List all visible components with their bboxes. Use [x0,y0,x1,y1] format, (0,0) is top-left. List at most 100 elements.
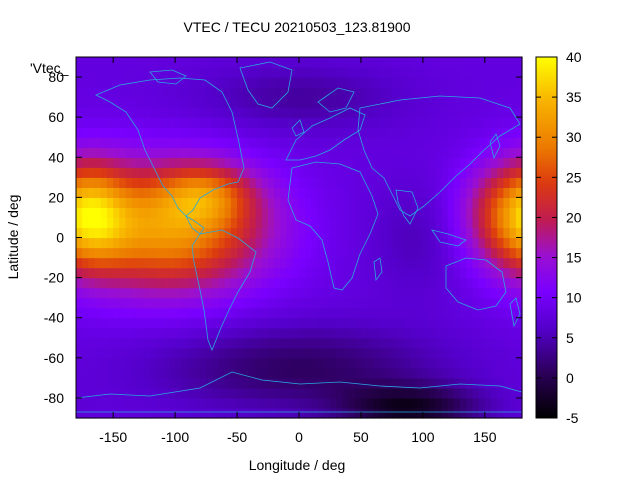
heatmap-cell [509,77,517,88]
heatmap-cell [100,117,108,128]
heatmap-cell [398,327,405,339]
heatmap-cell [131,287,139,299]
colorbar-tick-label: 5 [566,330,574,346]
heatmap-cell [472,77,480,88]
heatmap-cell [429,167,436,178]
heatmap-cell [354,167,362,178]
heatmap-cell [323,307,331,319]
heatmap-cell [113,87,120,98]
heatmap-cell [156,187,164,198]
heatmap-cell [391,77,399,88]
heatmap-cell [305,287,312,299]
heatmap-cell [144,217,151,229]
heatmap-cell [243,307,251,319]
heatmap-cell [503,117,511,128]
heatmap-cell [82,67,89,78]
heatmap-cell [82,57,89,68]
heatmap-cell [354,367,362,379]
heatmap-cell [342,327,350,339]
heatmap-cell [206,187,213,198]
heatmap-cell [441,107,449,118]
heatmap-cell [193,117,201,128]
heatmap-cell [237,367,244,379]
heatmap-cell [113,217,120,229]
heatmap-cell [441,147,449,158]
heatmap-cell [336,297,343,309]
heatmap-cell [447,357,455,369]
heatmap-cell [224,287,232,299]
heatmap-cell [156,357,164,369]
heatmap-cell [230,227,238,239]
heatmap-cell [441,77,449,88]
heatmap-cell [354,257,362,269]
heatmap-cell [373,237,381,249]
heatmap-cell [460,157,467,168]
heatmap-cell [305,357,312,369]
heatmap-cell [354,97,362,108]
heatmap-cell [385,277,393,289]
heatmap-cell [261,387,269,399]
heatmap-cell [218,177,226,188]
heatmap-cell [125,297,133,309]
heatmap-cell [193,317,201,329]
heatmap-cell [82,187,89,198]
heatmap-cell [255,77,263,88]
heatmap-cell [429,237,436,249]
heatmap-cell [515,197,523,209]
heatmap-cell [230,287,238,299]
heatmap-cell [156,57,164,68]
heatmap-cell [410,67,418,78]
heatmap-cell [218,137,226,148]
heatmap-cell [491,367,498,379]
heatmap-cell [193,287,201,299]
heatmap-cell [503,327,511,339]
heatmap-cell [88,107,96,118]
heatmap-cell [243,127,251,138]
heatmap-cell [82,197,89,209]
heatmap-cell [193,127,201,138]
heatmap-cell [478,357,486,369]
heatmap-cell [76,287,83,299]
heatmap-cell [76,157,83,168]
heatmap-cell [385,267,393,279]
heatmap-cell [224,117,232,128]
heatmap-cell [404,207,412,219]
heatmap-cell [212,317,220,329]
heatmap-cell [416,257,424,269]
heatmap-cell [509,237,517,249]
heatmap-cell [435,267,443,279]
heatmap-cell [113,67,120,78]
heatmap-cell [100,247,108,259]
heatmap-cell [100,87,108,98]
heatmap-cell [515,167,523,178]
heatmap-cell [280,257,288,269]
heatmap-cell [156,307,164,319]
heatmap-cell [113,77,120,88]
heatmap-cell [484,257,492,269]
heatmap-cell [88,67,96,78]
heatmap-cell [230,357,238,369]
heatmap-cell [261,57,269,68]
heatmap-cell [484,77,492,88]
heatmap-cell [453,177,461,188]
heatmap-cell [373,287,381,299]
heatmap-cell [274,137,282,148]
heatmap-cell [348,207,356,219]
heatmap-cell [336,217,343,229]
heatmap-cell [187,267,195,279]
heatmap-cell [187,317,195,329]
heatmap-cell [379,397,387,409]
heatmap-cell [119,227,127,239]
heatmap-cell [435,207,443,219]
heatmap-cell [422,77,430,88]
heatmap-cell [76,387,83,399]
heatmap-cell [447,267,455,279]
heatmap-cell [478,77,486,88]
heatmap-cell [106,277,114,289]
heatmap-cell [125,187,133,198]
heatmap-cell [218,207,226,219]
heatmap-cell [460,317,467,329]
heatmap-cell [94,277,102,289]
heatmap-cell [404,87,412,98]
heatmap-cell [286,387,294,399]
